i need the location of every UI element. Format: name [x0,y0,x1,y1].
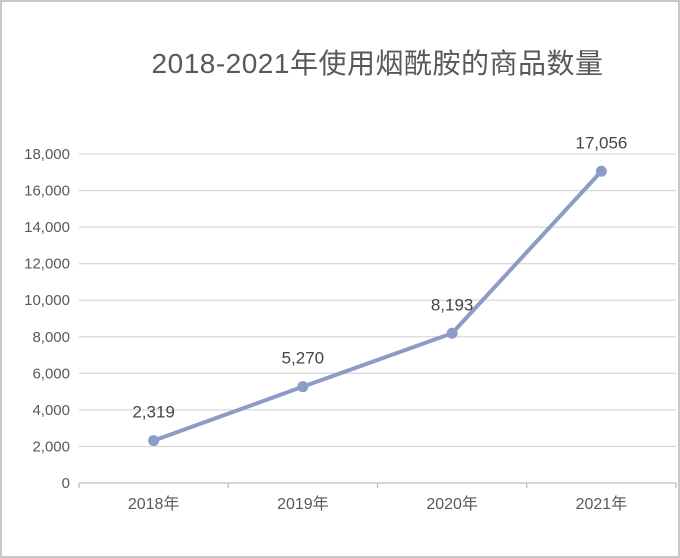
data-point-label: 17,056 [575,133,627,152]
y-axis-tick-label: 4,000 [32,402,70,419]
data-point-marker [297,381,309,393]
data-point-marker [595,165,607,177]
data-point-marker [148,435,160,447]
data-point-label: 5,270 [282,349,325,368]
y-axis-tick-label: 12,000 [24,256,70,273]
data-point-marker [446,327,458,339]
x-axis-category-label: 2021年 [576,495,628,513]
y-axis-tick-label: 18,000 [24,146,70,163]
data-series-line [151,169,604,443]
y-axis-tick-label: 10,000 [24,292,70,309]
y-axis-tick-label: 14,000 [24,219,70,236]
y-axis-tick-label: 2,000 [32,438,70,455]
y-axis-tick-label: 8,000 [32,329,70,346]
data-point-label: 2,319 [132,403,175,422]
x-axis-category-label: 2018年 [128,495,180,513]
data-point-label: 8,193 [431,295,474,314]
chart-title: 2018-2021年使用烟酰胺的商品数量 [151,48,604,79]
y-axis-tick-label: 0 [62,475,70,492]
y-axis-tick-label: 6,000 [32,365,70,382]
x-axis-category-label: 2020年 [426,495,478,513]
x-axis-category-label: 2019年 [277,495,329,513]
y-axis-tick-label: 16,000 [24,183,70,200]
